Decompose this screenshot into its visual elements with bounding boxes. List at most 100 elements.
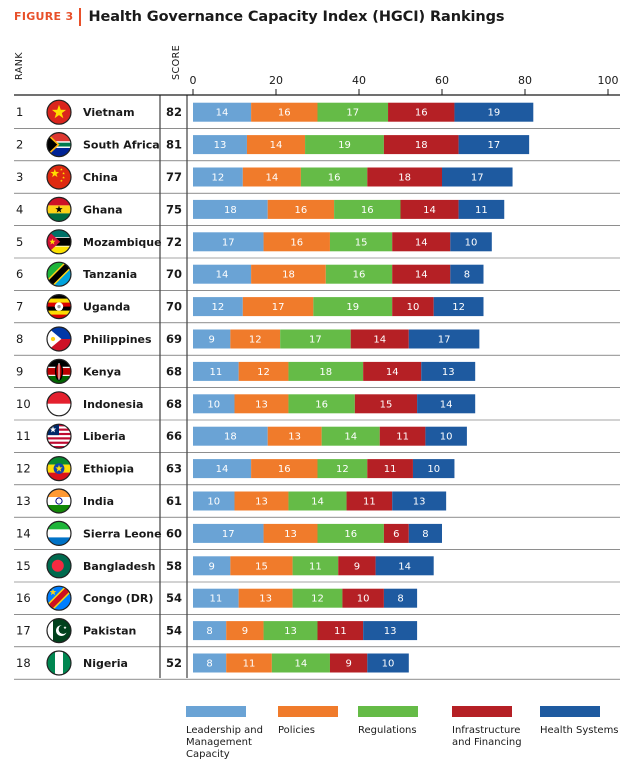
bar-segment <box>263 523 318 543</box>
bar-segment <box>251 102 318 122</box>
score-label: 69 <box>166 332 182 346</box>
bar-value-label: 13 <box>413 497 426 508</box>
bar-segment <box>193 459 252 479</box>
score-label: 63 <box>166 462 182 476</box>
bar-segment <box>292 556 339 576</box>
x-tick-label: 40 <box>352 74 366 87</box>
country-label: Uganda <box>83 301 130 314</box>
bar-segment <box>421 361 476 381</box>
bar-segment <box>375 556 434 576</box>
country-label: China <box>83 171 118 184</box>
bar-value-label: 9 <box>345 659 351 670</box>
bar-value-label: 16 <box>361 205 374 216</box>
bar-segment <box>193 232 264 252</box>
country-label: Nigeria <box>83 657 128 670</box>
bar-value-label: 9 <box>208 335 214 346</box>
bar-segment <box>230 329 281 349</box>
bar-value-label: 16 <box>278 464 291 475</box>
bar-segment <box>193 167 243 187</box>
bar-segment <box>450 232 492 252</box>
bar-value-label: 11 <box>209 367 222 378</box>
bar-value-label: 11 <box>396 432 409 443</box>
x-tick-label: 0 <box>190 74 197 87</box>
bar-value-label: 16 <box>328 173 341 184</box>
bar-segment <box>226 653 272 673</box>
bar-segment <box>193 394 235 414</box>
rank-label: 12 <box>16 462 31 476</box>
kenya-flag-icon <box>46 358 72 384</box>
score-label: 60 <box>166 526 182 540</box>
bar-segment <box>334 199 401 219</box>
bar-value-label: 14 <box>415 270 428 281</box>
bar-value-label: 17 <box>471 173 484 184</box>
bar-value-label: 11 <box>243 659 256 670</box>
bar-value-label: 14 <box>270 140 283 151</box>
bar-segment <box>325 264 393 284</box>
rank-label: 5 <box>16 235 23 249</box>
rank-label: 6 <box>16 267 23 281</box>
bar-value-label: 19 <box>338 140 351 151</box>
sierra-leone-flag-icon <box>46 520 72 547</box>
bar-segment <box>350 329 409 349</box>
bar-segment <box>251 459 318 479</box>
bar-value-label: 18 <box>319 367 332 378</box>
country-label: India <box>83 495 114 508</box>
bar-value-label: 14 <box>386 367 399 378</box>
legend-swatch <box>186 706 246 717</box>
bar-value-label: 13 <box>255 497 268 508</box>
bar-segment <box>417 394 476 414</box>
bar-value-label: 15 <box>255 561 268 572</box>
rank-label: 17 <box>16 624 31 638</box>
bar-value-label: 14 <box>216 270 229 281</box>
bar-segment <box>383 135 459 155</box>
bar-segment <box>242 167 301 187</box>
bar-value-label: 9 <box>208 561 214 572</box>
bar-segment <box>193 556 231 576</box>
bar-segment <box>246 135 306 155</box>
bar-value-label: 10 <box>207 399 220 410</box>
bar-value-label: 11 <box>309 561 322 572</box>
bar-segment <box>251 264 326 284</box>
bar-value-label: 10 <box>357 594 370 605</box>
bar-segment <box>321 426 380 446</box>
vietnam-flag-icon <box>46 99 72 125</box>
legend-label: Policies <box>278 725 315 736</box>
bar-segment <box>288 491 347 511</box>
bar-segment <box>346 491 393 511</box>
legend-item: Regulations <box>358 706 418 737</box>
bar-segment <box>267 199 335 219</box>
bar-segment <box>388 102 455 122</box>
bar-value-label: 14 <box>311 497 324 508</box>
bar-value-label: 8 <box>206 659 212 670</box>
bar-segment <box>305 135 384 155</box>
rank-column-header: RANK <box>14 52 25 80</box>
bar-value-label: 17 <box>309 335 322 346</box>
bar-segment <box>193 329 231 349</box>
bar-segment <box>267 426 322 446</box>
figure-label: FIGURE 3 <box>14 8 82 26</box>
bar-value-label: 14 <box>415 237 428 248</box>
legend-item: Policies <box>278 706 338 737</box>
legend-swatch <box>540 706 600 717</box>
rank-label: 14 <box>16 526 31 540</box>
bar-value-label: 11 <box>334 626 347 637</box>
legend: Leadership and Management Capacity Polici… <box>186 706 636 766</box>
rank-label: 7 <box>16 300 23 314</box>
bar-segment <box>317 459 368 479</box>
score-label: 75 <box>166 202 182 216</box>
score-label: 58 <box>166 559 182 573</box>
bar-value-label: 13 <box>384 626 397 637</box>
bar-segment <box>317 102 389 122</box>
bar-value-label: 8 <box>397 594 403 605</box>
x-tick-label: 20 <box>269 74 283 87</box>
country-label: Tanzania <box>83 268 137 281</box>
score-label: 68 <box>166 364 182 378</box>
country-label: Indonesia <box>83 398 143 411</box>
bar-value-label: 11 <box>363 497 376 508</box>
bar-value-label: 13 <box>255 399 268 410</box>
bar-segment <box>367 167 442 187</box>
score-label: 52 <box>166 656 182 670</box>
legend-label: Health Systems <box>540 725 619 736</box>
bar-value-label: 14 <box>373 335 386 346</box>
bar-value-label: 17 <box>488 140 501 151</box>
